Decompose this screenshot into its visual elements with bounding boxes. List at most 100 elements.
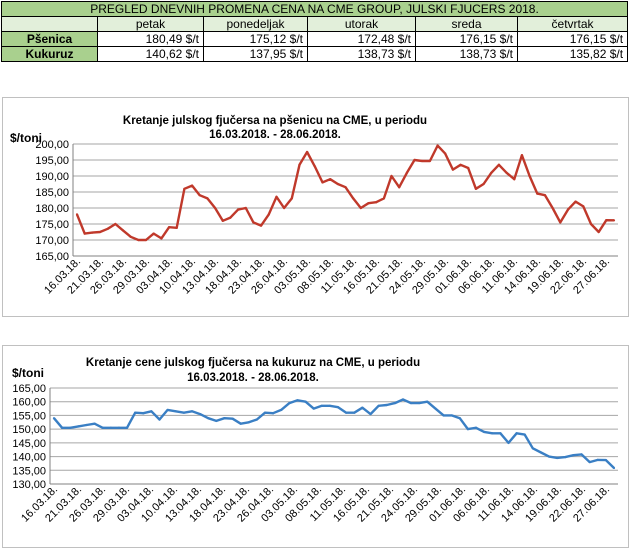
data-point [144, 238, 148, 242]
data-point [466, 428, 470, 431]
y-tick-label: 130,00 [12, 479, 46, 491]
data-point [247, 421, 250, 424]
series-line [53, 398, 615, 469]
row-label: Kukuruz [1, 46, 98, 62]
data-point [459, 163, 462, 166]
y-tick-label: 135,00 [12, 465, 46, 477]
data-point [288, 401, 291, 405]
data-point [336, 182, 339, 186]
data-point [612, 466, 616, 470]
data-point [182, 411, 185, 414]
data-point [589, 222, 593, 226]
data-point [361, 406, 364, 409]
data-point [474, 187, 478, 190]
y-tick-label: 175,00 [35, 219, 69, 231]
data-point [597, 230, 600, 234]
data-point [490, 171, 493, 174]
price-cell: 176,15 $/t [415, 31, 518, 47]
table-header-row: petak ponedeljak utorak sreda četvrtak [1, 16, 629, 32]
data-point [91, 231, 94, 234]
data-point [551, 206, 554, 210]
header-day: ponedeljak [203, 16, 308, 32]
data-point [556, 456, 559, 460]
data-point [152, 232, 155, 235]
data-point [329, 178, 332, 181]
data-point [121, 229, 125, 232]
price-cell: 138,73 $/t [415, 46, 518, 62]
data-point [353, 411, 356, 414]
data-point [306, 150, 309, 154]
data-point [296, 399, 299, 402]
data-point [129, 235, 132, 238]
data-point [401, 398, 405, 401]
data-point [98, 230, 102, 234]
data-point [134, 411, 137, 414]
y-tick-label: 180,00 [35, 203, 69, 215]
data-point [237, 208, 240, 211]
data-point [410, 401, 413, 405]
price-cell: 175,12 $/t [203, 31, 308, 47]
data-point [52, 417, 56, 420]
y-tick-label: 170,00 [35, 235, 69, 247]
data-point [359, 206, 362, 210]
data-point [434, 407, 437, 410]
data-point [190, 184, 194, 187]
wheat-chart-svg: Kretanje julskog fjučersa na pšenicu na … [10, 115, 618, 297]
chart-title-line1: Kretanje cene julskog fjučersa na kukuru… [86, 357, 420, 369]
data-point [418, 401, 421, 405]
grid-lines [72, 143, 618, 257]
data-point [428, 159, 431, 163]
y-tick-label: 145,00 [12, 438, 46, 450]
price-cell: 135,82 $/t [516, 46, 629, 62]
data-point [272, 412, 275, 415]
data-point [344, 186, 347, 189]
data-point [167, 226, 171, 229]
data-point [75, 213, 79, 216]
data-point [352, 197, 355, 200]
data-point [183, 187, 186, 190]
data-point [605, 219, 608, 222]
header-day: sreda [415, 16, 518, 32]
data-point [231, 417, 234, 420]
data-point [345, 411, 348, 414]
data-point [436, 144, 439, 147]
data-point [385, 403, 388, 407]
chart-title-line2: 16.03.2018. - 28.06.2018. [209, 129, 341, 141]
data-point [190, 410, 194, 413]
y-tick-label: 140,00 [12, 452, 46, 464]
price-cell: 137,95 $/t [203, 46, 308, 62]
data-point [275, 195, 278, 198]
data-point [564, 456, 567, 459]
data-point [543, 194, 547, 197]
data-point [505, 171, 508, 174]
table-title: PREGLED DNEVNIH PROMENA CENA NA CME GROU… [0, 1, 629, 17]
data-point [515, 432, 518, 435]
data-point [513, 178, 516, 181]
data-point [313, 165, 316, 168]
data-point [483, 430, 486, 433]
y-tick-label: 150,00 [12, 424, 46, 436]
y-tick-label: 165,00 [35, 251, 69, 263]
data-point [290, 197, 293, 200]
data-point [588, 460, 591, 464]
data-point [83, 232, 86, 235]
data-point [580, 453, 583, 456]
y-tick-label: 185,00 [35, 187, 69, 199]
data-point [109, 426, 112, 429]
row-label: Pšenica [1, 31, 98, 47]
data-point [260, 224, 263, 227]
y-tick-labels: 165,00 170,00 175,00 180,00 185,00 190,00 195,… [35, 139, 69, 263]
data-point [267, 213, 270, 216]
y-tick-label: 160,00 [12, 397, 46, 409]
data-point [207, 417, 210, 420]
data-point [166, 408, 169, 412]
data-point [213, 206, 217, 210]
data-point [612, 219, 616, 222]
data-point [520, 154, 524, 157]
data-point [223, 417, 226, 420]
data-point [125, 426, 129, 429]
data-point [336, 406, 340, 409]
data-point [499, 432, 502, 435]
data-point [106, 227, 109, 230]
data-point [442, 414, 445, 417]
